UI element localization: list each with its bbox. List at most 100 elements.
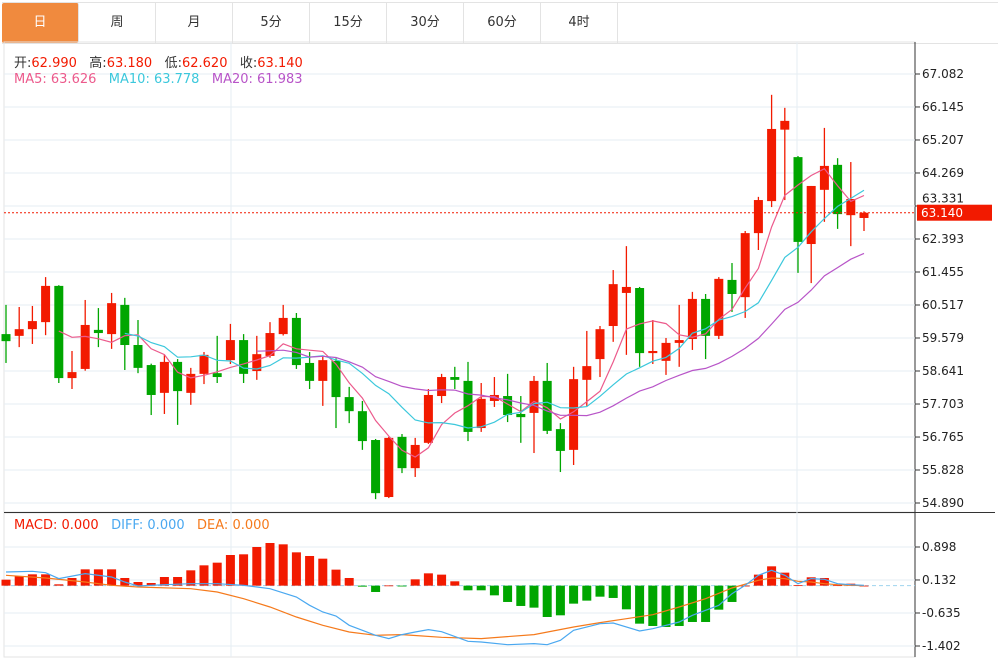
candle-body — [846, 198, 856, 216]
price-panel-frame — [3, 41, 916, 513]
macd-bar — [621, 585, 631, 610]
tab-30min[interactable]: 30分 — [387, 3, 464, 43]
price-tick-label: 56.765 — [922, 430, 964, 444]
macd-bar — [437, 574, 447, 586]
candle-body — [727, 279, 737, 294]
macd-bar — [252, 547, 262, 586]
candle-body — [278, 317, 288, 335]
macd-bar — [159, 577, 169, 586]
macd-bar — [67, 577, 77, 586]
macd-bar — [186, 570, 196, 586]
macd-bar — [173, 577, 183, 586]
macd-bar — [410, 579, 420, 586]
ma20-legend: MA20: 61.983 — [211, 72, 303, 87]
ma10-legend: MA10: 63.778 — [108, 72, 200, 87]
tab-5min[interactable]: 5分 — [233, 3, 310, 43]
candle-body — [371, 440, 381, 494]
ma10-line — [124, 189, 865, 429]
candle-body — [555, 429, 565, 451]
candle-body — [199, 354, 209, 374]
ma5-line — [58, 167, 865, 458]
candle-body — [225, 340, 235, 361]
candle-body — [27, 321, 37, 330]
macd-bar — [674, 585, 684, 626]
macd-bar — [687, 585, 697, 622]
macd-bar — [357, 585, 367, 587]
candle-body — [14, 329, 24, 336]
candle-body — [331, 360, 341, 398]
low-label: 低: — [164, 56, 182, 71]
candle-body — [859, 212, 869, 218]
candle-body — [595, 329, 605, 360]
candle-body — [542, 380, 552, 431]
candle-body — [833, 164, 843, 215]
period-tabs: 日 周 月 5分 15分 30分 60分 4时 — [2, 2, 998, 44]
price-tick-label: 66.145 — [922, 100, 964, 114]
macd-bar — [199, 565, 209, 586]
macd-legend-value: MACD: 0.000 — [14, 518, 99, 533]
ohlc-legend: 开:62.990 高:63.180 低:62.620 收:63.140 — [14, 52, 303, 71]
macd-bar — [582, 585, 592, 601]
macd-bar — [714, 585, 724, 610]
price-tick-label: 57.703 — [922, 397, 964, 411]
price-tick-label: 62.393 — [922, 232, 964, 246]
macd-bar — [648, 585, 658, 626]
tab-day[interactable]: 日 — [2, 3, 79, 43]
macd-bar — [542, 585, 552, 617]
candle-body — [529, 380, 539, 413]
tab-4hour[interactable]: 4时 — [541, 3, 618, 43]
price-tick-label: 60.517 — [922, 298, 964, 312]
macd-bar — [291, 552, 301, 586]
candle-body — [159, 361, 169, 393]
high-value: 63.180 — [106, 56, 153, 71]
candle-body — [793, 157, 803, 242]
candle-body — [819, 165, 829, 190]
candle-body — [305, 362, 315, 381]
candle-body — [437, 377, 447, 397]
price-tick-label: 61.455 — [922, 265, 964, 279]
candle-body — [463, 380, 473, 432]
price-tick-label: 59.579 — [922, 331, 964, 345]
candle-body — [93, 329, 103, 334]
candle-body — [516, 413, 526, 418]
candle-body — [384, 437, 394, 498]
candle-body — [186, 373, 196, 393]
ma5-legend: MA5: 63.626 — [14, 72, 97, 87]
open-value: 62.990 — [31, 56, 77, 71]
dea-legend-value: DEA: 0.000 — [197, 518, 270, 533]
candle-body — [252, 354, 262, 372]
macd-bar — [489, 585, 499, 596]
candle-body — [674, 340, 684, 343]
tab-60min[interactable]: 60分 — [464, 3, 541, 43]
macd-bar — [569, 585, 579, 604]
tab-week[interactable]: 周 — [79, 3, 156, 43]
candle-body — [318, 360, 328, 381]
macd-bar — [555, 585, 565, 616]
close-label: 收: — [239, 56, 258, 71]
candle-body — [476, 398, 486, 429]
macd-bar — [384, 585, 394, 587]
macd-bar — [225, 555, 235, 586]
candle-body — [1, 334, 11, 342]
candle-body — [239, 340, 249, 374]
macd-tick-label: -1.402 — [922, 639, 961, 653]
macd-bar — [819, 577, 829, 586]
ma20-line — [256, 252, 865, 417]
candle-body — [767, 128, 777, 202]
macd-bar — [450, 581, 460, 586]
candle-body — [806, 185, 816, 245]
tab-month[interactable]: 月 — [156, 3, 233, 43]
price-tick-label: 67.082 — [922, 67, 964, 81]
candle-body — [133, 345, 143, 368]
candle-body — [780, 120, 790, 130]
tab-15min[interactable]: 15分 — [310, 3, 387, 43]
macd-bar — [476, 585, 486, 591]
candle-body — [648, 350, 658, 354]
macd-bar — [331, 569, 341, 586]
macd-bar — [529, 585, 539, 608]
low-value: 62.620 — [181, 56, 228, 71]
candle-body — [621, 286, 631, 293]
candle-body — [344, 397, 354, 412]
candle-body — [67, 372, 77, 379]
